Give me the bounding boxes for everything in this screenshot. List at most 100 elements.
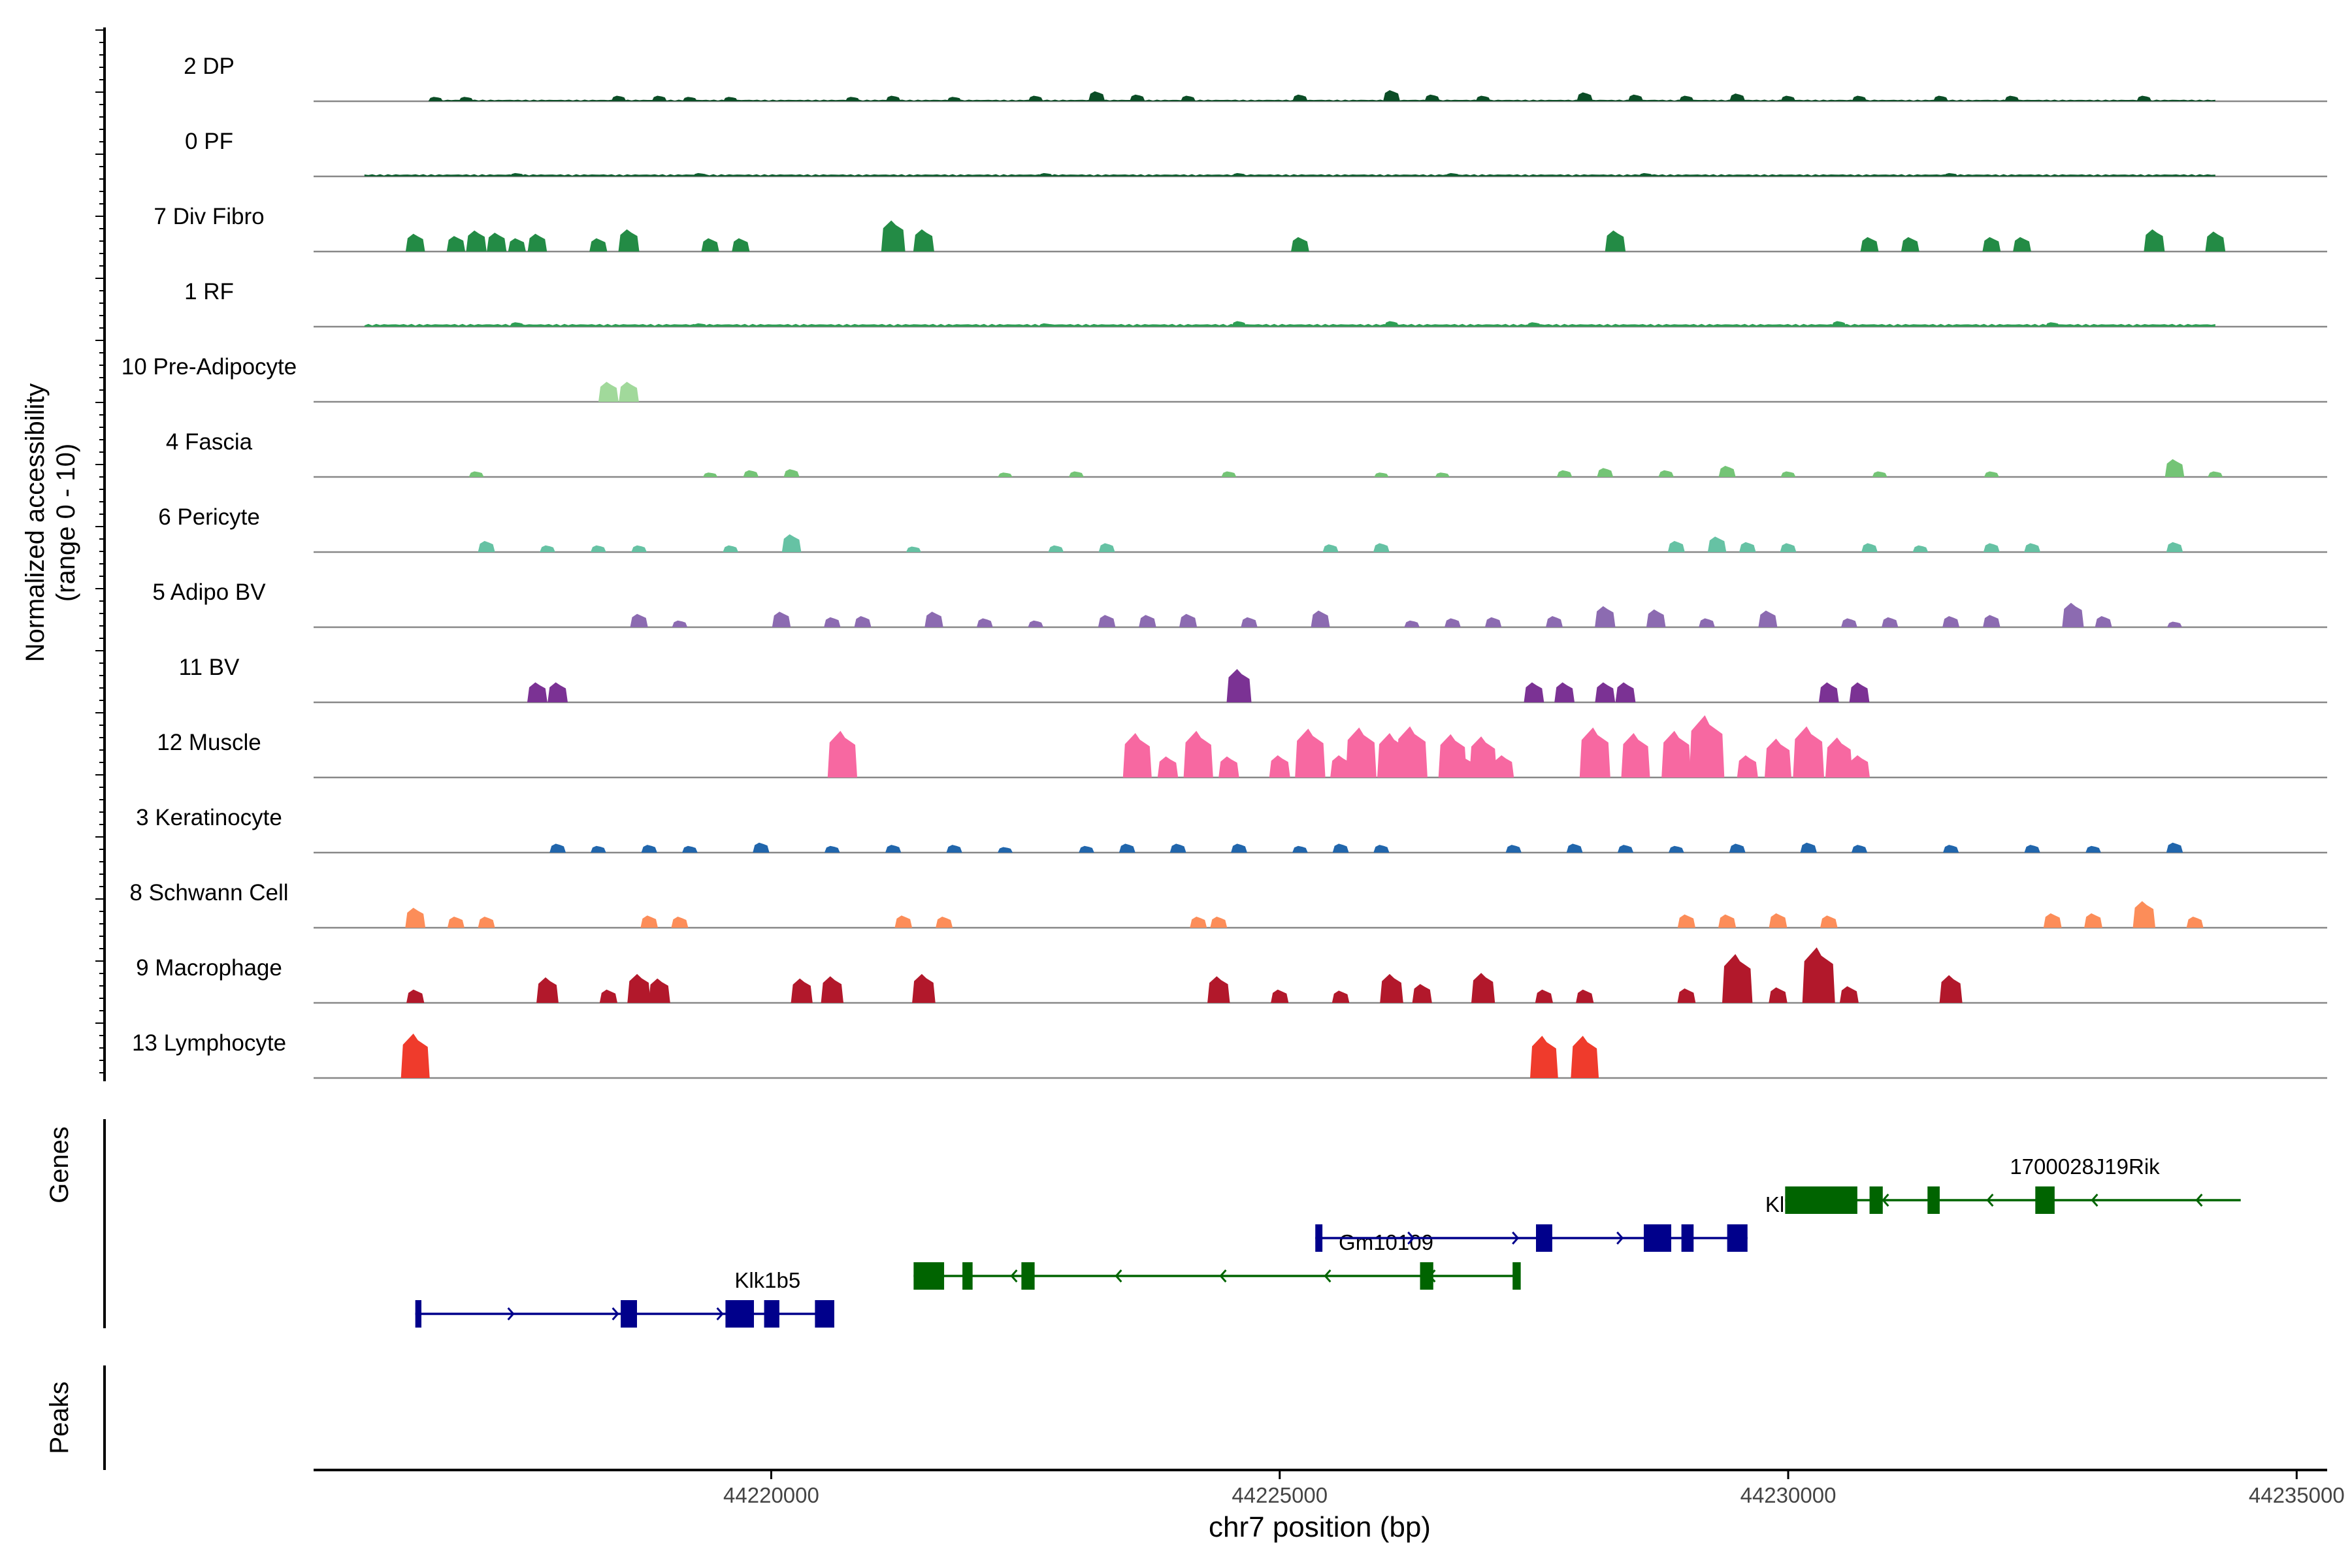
y-axis-label: Normalized accessibility (range 0 - 10) (21, 384, 80, 662)
track-9: 12 Muscle (157, 715, 2327, 779)
coverage-peak (2004, 95, 2019, 101)
coverage-peak (1769, 987, 1788, 1003)
coverage-peak (1218, 756, 1239, 777)
coverage-peak (1793, 726, 1824, 777)
strand-arrow (1986, 1194, 1994, 1207)
coverage-peak (1554, 682, 1575, 702)
track-label: 11 BV (179, 655, 240, 680)
coverage-peak (1181, 95, 1196, 101)
strand-arrow (716, 1307, 724, 1320)
coverage-peak (1678, 95, 1694, 101)
coverage-peak (702, 472, 718, 477)
coverage-peak (1617, 845, 1634, 853)
x-tick-label: 44235000 (2249, 1483, 2345, 1507)
coverage-peak (1942, 616, 1960, 627)
coverage-peak (1661, 730, 1691, 777)
coverage-peak (1944, 172, 1958, 176)
coverage-peak (1639, 172, 1653, 176)
coverage-peak (1984, 471, 1999, 477)
coverage-peak (743, 470, 759, 477)
x-tick-label: 44230000 (1740, 1483, 1837, 1507)
y-axis-label-line1: Normalized accessibility (21, 384, 50, 662)
coverage-peak (1190, 917, 1207, 928)
coverage-peak (821, 976, 843, 1003)
coverage-peak (640, 915, 658, 928)
coverage-peak (1849, 755, 1870, 777)
coverage-peak (827, 730, 857, 777)
coverage-peak (2095, 616, 2112, 627)
coverage-peak (998, 847, 1013, 853)
coverage-peak (1780, 543, 1797, 552)
y-axis (95, 27, 106, 1081)
coverage-peak (1345, 727, 1377, 777)
coverage-peak (1839, 986, 1859, 1003)
coverage-peak (1038, 323, 1053, 327)
coverage-peak (598, 382, 619, 402)
coverage-peak (912, 973, 936, 1003)
gene-exon (1643, 1224, 1672, 1252)
coverage-peak (825, 845, 840, 853)
coverage-peak (468, 471, 484, 477)
genes-panel: Klk1b5Gm10109Klk11700028J19Rik (415, 1154, 2241, 1328)
coverage-peak (1677, 988, 1696, 1003)
coverage-peak (1396, 726, 1428, 777)
coverage-peak (459, 97, 474, 101)
coverage-peak (2186, 917, 2204, 928)
coverage-peak (1597, 468, 1614, 477)
coverage-peak (2167, 621, 2182, 627)
track-8: 11 BV (179, 655, 2327, 704)
track-2: 7 Div Fibro (154, 204, 2327, 253)
gene-label: Gm10109 (1339, 1230, 1433, 1254)
coverage-peak (627, 973, 651, 1003)
coverage-peak (1079, 845, 1094, 853)
coverage-peak (1872, 471, 1887, 477)
coverage-peak (478, 541, 495, 552)
track-label: 5 Adipo BV (152, 580, 266, 605)
coverage-peak (1322, 544, 1339, 552)
coverage-peak (781, 534, 802, 552)
coverage-peak (1646, 609, 1666, 627)
coverage-peak (1576, 989, 1594, 1003)
coverage-peak (1373, 845, 1390, 853)
coverage-peak (1098, 543, 1115, 552)
coverage-background (435, 99, 2215, 101)
coverage-peak (1412, 984, 1432, 1003)
coverage-peak (1535, 989, 1553, 1003)
strand-arrow (507, 1307, 515, 1320)
strand-arrow (1115, 1269, 1122, 1282)
coverage-peak (1424, 94, 1440, 101)
coverage-peak (1737, 755, 1758, 777)
coverage-peak (1169, 843, 1186, 853)
coverage-peak (906, 546, 921, 552)
coverage-peak (1983, 543, 2000, 552)
coverage-peak (1119, 843, 1135, 853)
coverage-peak (732, 238, 750, 252)
coverage-peak (1311, 610, 1330, 627)
coverage-peak (1933, 95, 1948, 101)
coverage-peak (1800, 842, 1817, 853)
x-tick-label: 44225000 (1232, 1483, 1328, 1507)
coverage-peak (1380, 973, 1403, 1003)
coverage-peak (2084, 913, 2102, 928)
coverage-peak (845, 97, 860, 101)
track-1: 0 PF (185, 129, 2327, 178)
svg-text:Genes: Genes (45, 1126, 74, 1203)
x-axis-title: chr7 position (bp) (1209, 1511, 1431, 1543)
gene-exon (1681, 1224, 1694, 1252)
coverage-peak (1130, 94, 1145, 101)
coverage-peak (2013, 237, 2031, 252)
coverage-peak (1028, 620, 1043, 627)
coverage-peak (1780, 471, 1796, 477)
coverage-peak (791, 978, 813, 1003)
coverage-peak (1566, 843, 1583, 853)
coverage-peak (1780, 95, 1796, 101)
tracks-panel: 2 DP 0 PF 7 Div Fibro 1 RF 10 Pre-Adipocyte 4… (122, 54, 2327, 1079)
coverage-peak (1269, 755, 1290, 777)
coverage-peak (1658, 470, 1674, 477)
coverage-peak (1471, 973, 1495, 1003)
coverage-peak (599, 989, 617, 1003)
coverage-peak (1292, 94, 1308, 101)
coverage-peak (447, 917, 465, 928)
coverage-peak (946, 845, 962, 853)
track-label: 1 RF (184, 279, 234, 304)
